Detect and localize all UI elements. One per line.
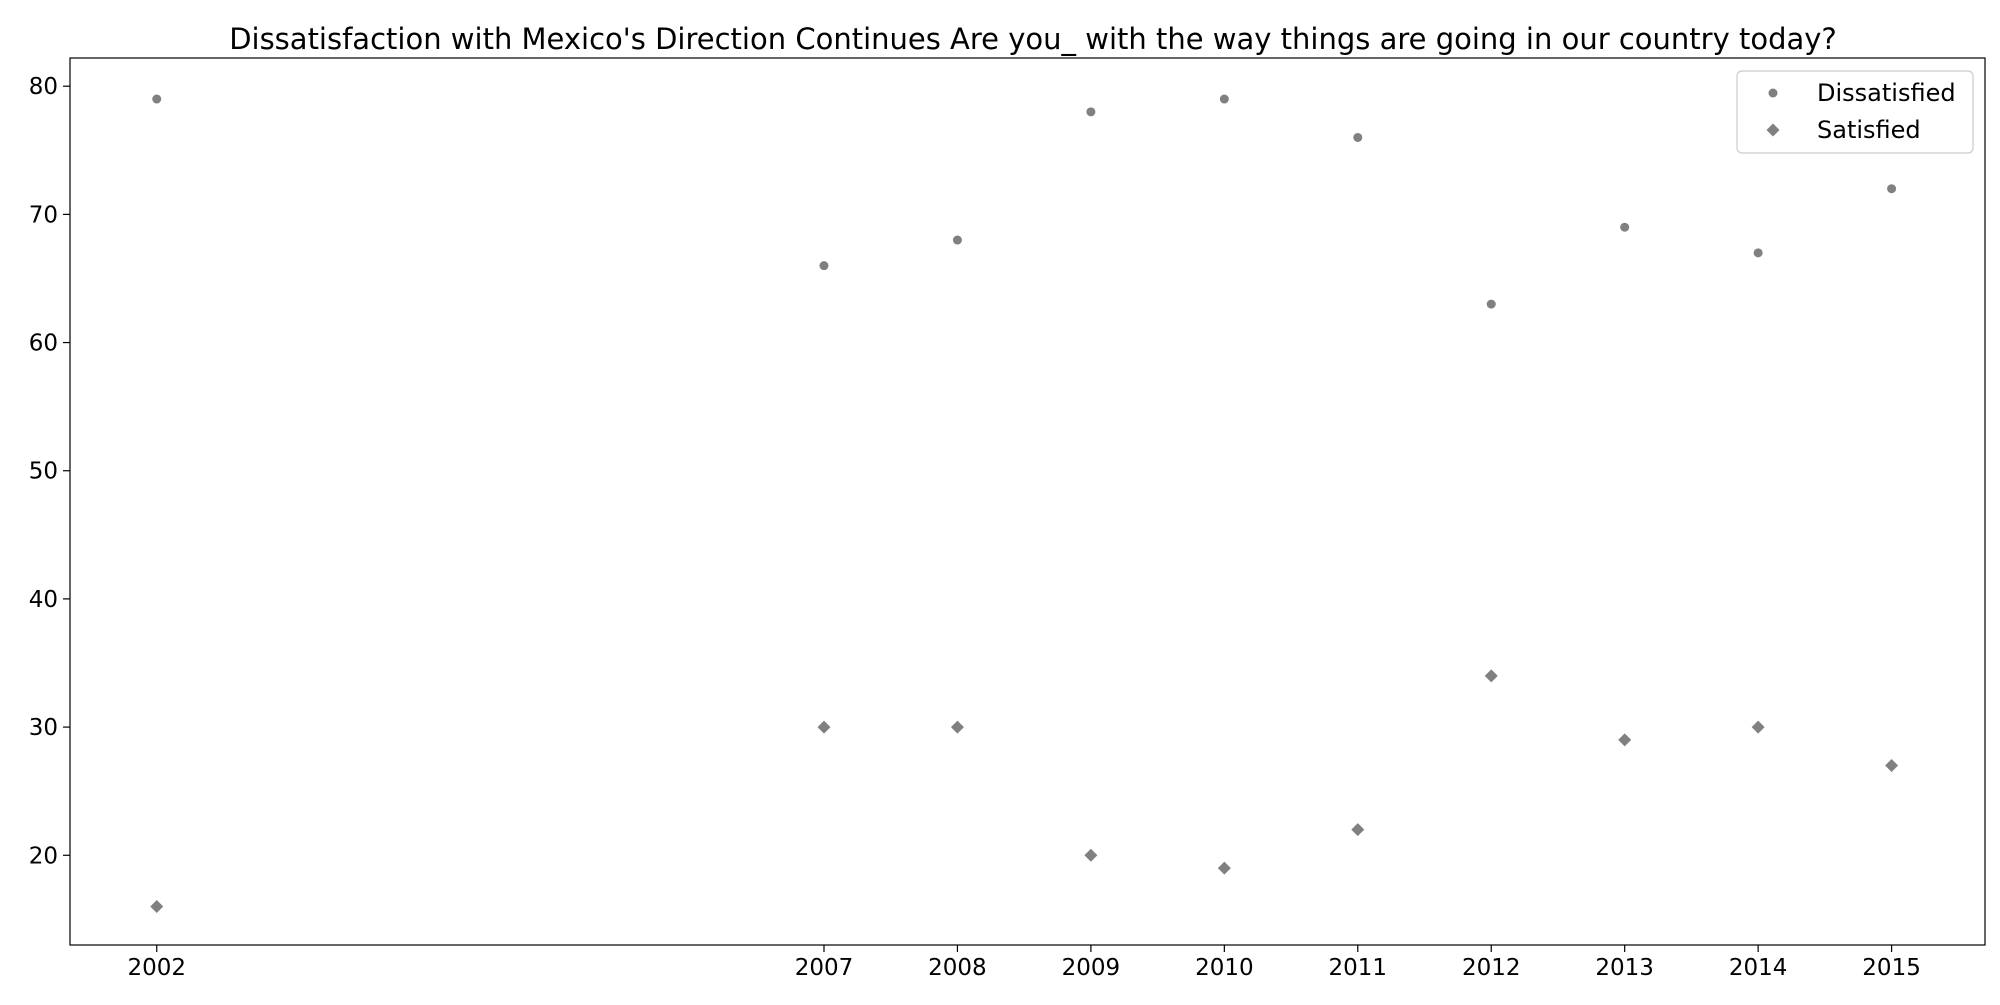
legend-marker-dissatisfied <box>1768 88 1778 98</box>
legend: Dissatisfied Satisfied <box>1736 70 1974 154</box>
dissatisfied-point <box>1353 132 1363 142</box>
satisfied-point <box>950 720 964 734</box>
y-tick-label: 70 <box>29 202 58 228</box>
series-satisfied <box>150 669 1899 914</box>
dissatisfied-point <box>1887 184 1897 194</box>
axes: 2002 2007 2008 2009 2010 2011 2012 2013 2014 2015… <box>29 57 1986 981</box>
x-tick-label: 2015 <box>1862 955 1921 981</box>
satisfied-point <box>1618 733 1632 747</box>
y-tick-label: 60 <box>29 331 58 357</box>
dissatisfied-point <box>819 261 829 271</box>
y-tick-label: 20 <box>29 843 58 869</box>
y-tick-label: 30 <box>29 715 58 741</box>
y-tick-label: 40 <box>29 587 58 613</box>
chart-title: Dissatisfaction with Mexico's Direction … <box>229 22 1837 56</box>
satisfied-point <box>1751 720 1765 734</box>
dissatisfied-point <box>952 235 962 245</box>
dissatisfied-point <box>1753 248 1763 258</box>
legend-marker-satisfied <box>1766 123 1780 137</box>
x-tick-label: 2011 <box>1329 955 1388 981</box>
series-dissatisfied <box>152 94 1897 309</box>
x-tick-label: 2010 <box>1195 955 1254 981</box>
legend-label-satisfied: Satisfied <box>1817 116 1921 144</box>
dissatisfied-point <box>1486 299 1496 309</box>
dissatisfied-point <box>1219 94 1229 104</box>
plot-frame <box>69 57 1986 946</box>
satisfied-point <box>817 720 831 734</box>
satisfied-point <box>1484 669 1498 683</box>
y-tick-label: 50 <box>29 459 58 485</box>
x-tick-label: 2014 <box>1729 955 1788 981</box>
legend-label-dissatisfied: Dissatisfied <box>1817 79 1956 107</box>
dissatisfied-point <box>1086 107 1096 117</box>
x-tick-label: 2007 <box>795 955 854 981</box>
satisfied-point <box>150 900 164 914</box>
satisfied-point <box>1084 848 1098 862</box>
legend-box <box>1736 70 1974 154</box>
dissatisfied-point <box>1620 222 1630 232</box>
x-tick-label: 2012 <box>1462 955 1521 981</box>
x-tick-label: 2009 <box>1062 955 1121 981</box>
dissatisfied-point <box>152 94 162 104</box>
x-tick-label: 2013 <box>1595 955 1654 981</box>
x-tick-label: 2008 <box>928 955 987 981</box>
y-tick-label: 80 <box>29 74 58 100</box>
x-tick-label: 2002 <box>127 955 186 981</box>
satisfied-point <box>1351 823 1365 837</box>
data-marks <box>150 94 1899 914</box>
satisfied-point <box>1885 759 1899 773</box>
satisfied-point <box>1217 861 1231 875</box>
